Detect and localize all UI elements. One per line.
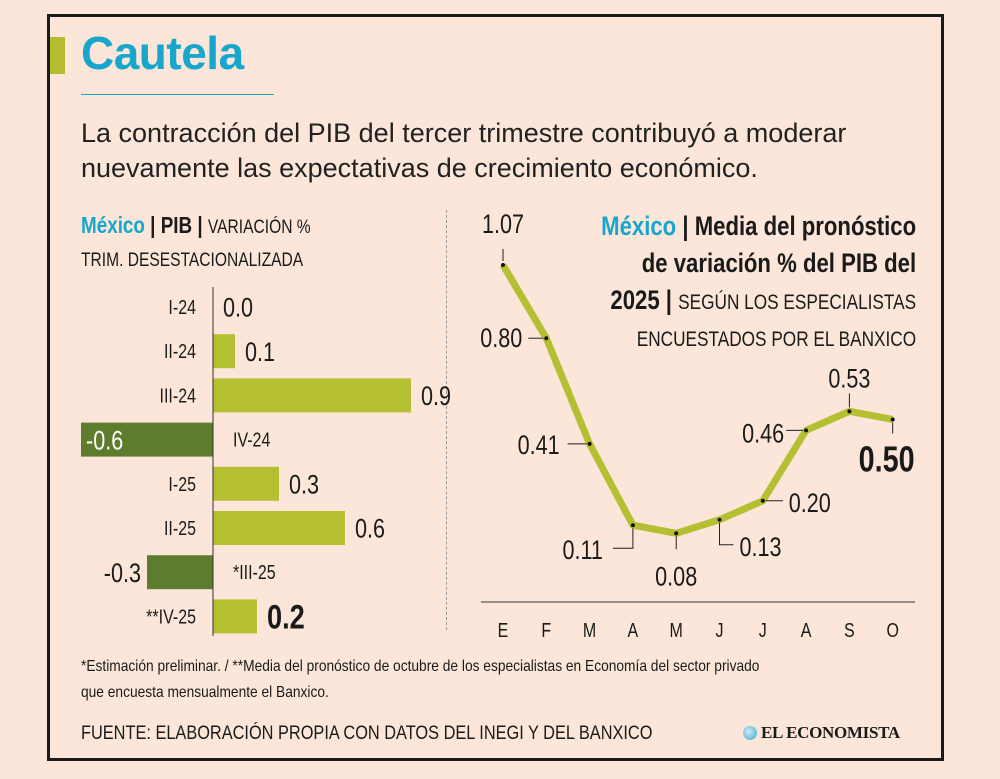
x-tick-label: M <box>670 619 683 641</box>
bar-category-label: *III-25 <box>233 562 276 584</box>
bar-category-label: IV-24 <box>233 429 270 451</box>
line-chart-header: México | Media del pronóstico de variaci… <box>601 208 916 356</box>
bar-value-label: 0.2 <box>267 598 305 637</box>
line-chart-desc-2: ENCUESTADOS POR EL BANXICO <box>636 328 916 351</box>
line-chart-title-2: de variación % del PIB del <box>641 248 916 278</box>
bar-value-label: 0.3 <box>289 470 319 500</box>
bar-chart-desc: VARIACIÓN % <box>207 217 311 238</box>
footnote-line-2: que encuesta mensualmente el Banxico. <box>81 684 329 701</box>
line-chart-title-1: Media del pronóstico <box>694 211 916 241</box>
bar <box>147 555 213 590</box>
bar-value-label: 0.0 <box>223 294 253 324</box>
point-value-label: 0.08 <box>655 562 697 592</box>
separator: | <box>659 285 679 315</box>
x-tick-label: S <box>844 619 855 641</box>
bar-category-label: **IV-25 <box>146 606 196 628</box>
bar <box>213 466 279 501</box>
data-point <box>501 263 505 268</box>
page-title: Cautela <box>81 27 244 79</box>
bar-chart-country: México <box>81 212 145 238</box>
bar-value-label: 0.6 <box>355 515 385 545</box>
bar-value-label: 0.9 <box>421 382 451 412</box>
data-point <box>630 523 635 528</box>
logo-text: EL ECONOMISTA <box>761 723 900 742</box>
data-point <box>674 531 679 536</box>
infographic-frame <box>47 14 944 761</box>
title-underline <box>81 94 274 95</box>
data-point <box>544 336 549 341</box>
separator: | <box>676 211 695 241</box>
x-tick-label: F <box>541 619 551 641</box>
data-point <box>890 417 895 422</box>
data-point <box>847 409 852 414</box>
point-value-label: 0.20 <box>789 489 831 519</box>
label-leader <box>612 528 634 549</box>
data-point <box>760 498 765 503</box>
x-tick-label: J <box>715 619 723 641</box>
point-value-label: 1.07 <box>482 210 524 240</box>
point-value-label: 0.46 <box>742 419 784 449</box>
page-subtitle: La contracción del PIB del tercer trimes… <box>81 118 847 183</box>
forecast-line <box>499 263 894 537</box>
x-tick-label: O <box>886 619 898 641</box>
bar-value-label: 0.1 <box>245 338 275 368</box>
bar-category-label: III-24 <box>160 385 196 407</box>
x-tick-label: A <box>628 619 639 641</box>
line-chart-desc-1: SEGÚN LOS ESPECIALISTAS <box>678 291 916 314</box>
data-point <box>587 441 592 446</box>
x-tick-label: J <box>759 619 767 641</box>
bar <box>213 511 345 545</box>
bar-category-label: II-25 <box>164 517 196 539</box>
bar-chart-metric: PIB <box>160 212 193 238</box>
bar <box>213 334 235 369</box>
point-value-label: 0.80 <box>480 324 522 354</box>
source-credit: FUENTE: ELABORACIÓN PROPIA CON DATOS DEL… <box>81 723 653 744</box>
x-tick-label: E <box>498 619 509 641</box>
point-value-label: 0.50 <box>859 438 915 479</box>
bar <box>213 599 257 634</box>
bar <box>81 422 213 457</box>
line-chart-country: México <box>601 211 677 241</box>
logo-globe-icon <box>743 726 757 740</box>
bar-category-label: II-24 <box>164 341 196 363</box>
bar-chart-header: México | PIB | VARIACIÓN % TRIM. DESESTA… <box>81 210 311 276</box>
data-point <box>717 517 722 522</box>
data-point <box>804 428 809 433</box>
bar-category-label: I-24 <box>168 296 196 318</box>
chart-divider <box>446 210 447 630</box>
footnote: *Estimación preliminar. / **Media del pr… <box>81 654 759 706</box>
bar-chart-desc-2: TRIM. DESESTACIONALIZADA <box>81 250 304 271</box>
bar-value-label: -0.6 <box>86 426 123 456</box>
separator: | <box>192 212 208 238</box>
x-tick-label: A <box>801 619 812 641</box>
bar-value-label: -0.3 <box>104 559 141 589</box>
point-value-label: 0.53 <box>828 364 870 394</box>
publisher-logo: EL ECONOMISTA <box>743 723 900 743</box>
bar <box>213 378 411 413</box>
bar-category-label: I-25 <box>168 473 196 495</box>
footnote-line-1: *Estimación preliminar. / **Media del pr… <box>81 658 760 675</box>
point-value-label: 0.11 <box>562 536 602 566</box>
point-value-label: 0.13 <box>739 533 781 563</box>
line-chart-year: 2025 <box>610 285 660 315</box>
label-leader <box>719 522 734 546</box>
separator: | <box>144 212 161 238</box>
x-tick-label: M <box>583 619 596 641</box>
point-value-label: 0.41 <box>518 431 560 461</box>
title-accent-bar <box>50 37 65 74</box>
